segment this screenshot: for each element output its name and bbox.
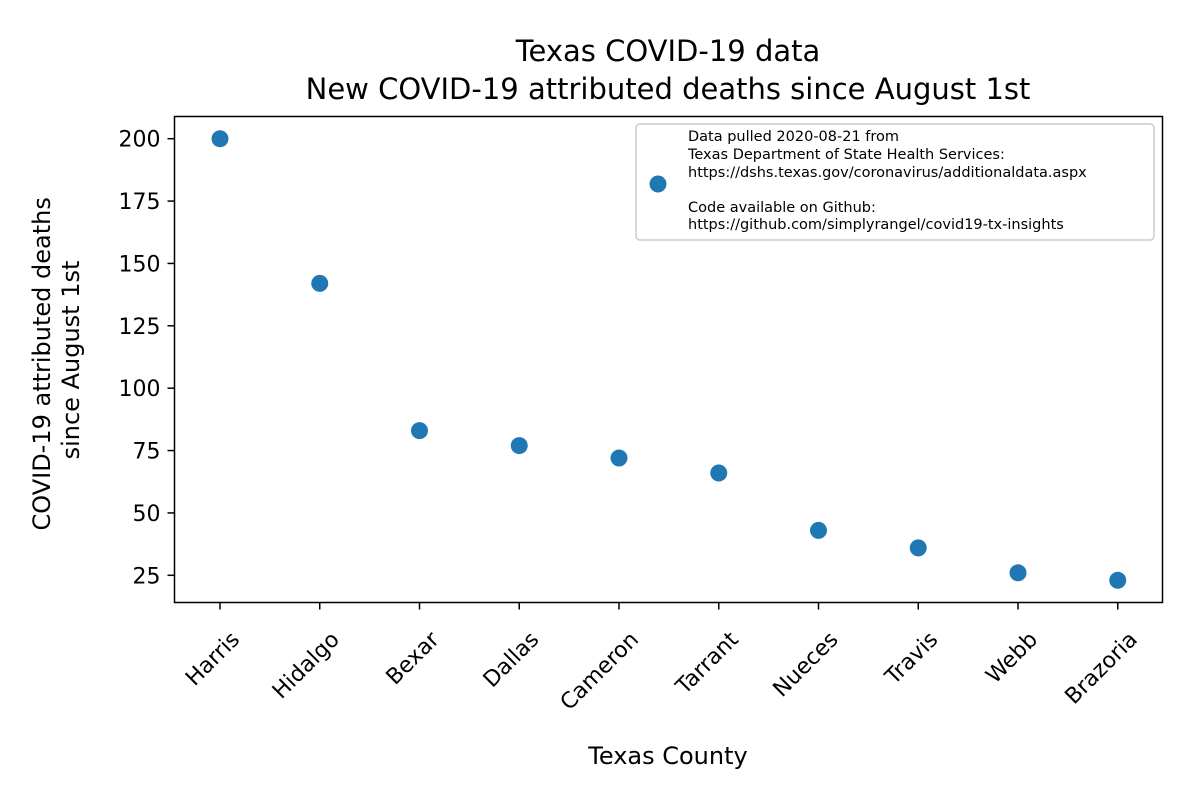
data-point-travis bbox=[909, 539, 927, 557]
x-tick-label: Nueces bbox=[769, 627, 844, 702]
data-points bbox=[211, 130, 1127, 589]
data-point-cameron bbox=[610, 449, 628, 467]
legend-line-5: Code available on Github: bbox=[688, 200, 876, 216]
data-point-bexar bbox=[411, 422, 428, 440]
x-tick-label: Travis bbox=[880, 627, 943, 690]
legend-line-2: Texas Department of State Health Service… bbox=[687, 147, 1005, 163]
x-tick-label: Harris bbox=[181, 627, 245, 691]
legend: Data pulled 2020-08-21 from Texas Depart… bbox=[635, 123, 1155, 241]
y-axis-label: COVID-19 attributed deaths since August … bbox=[28, 189, 85, 530]
plot-frame bbox=[173, 115, 1164, 604]
x-tick-label: Bexar bbox=[382, 627, 445, 690]
x-tick-label: Hidalgo bbox=[268, 627, 345, 704]
data-point-hidalgo bbox=[311, 274, 329, 292]
chart-subtitle: New COVID-19 attributed deaths since Aug… bbox=[306, 72, 1031, 106]
data-point-tarrant bbox=[710, 464, 728, 482]
y-tick-label: 175 bbox=[119, 190, 161, 215]
y-tick-label: 200 bbox=[119, 128, 161, 153]
y-tick-label: 50 bbox=[133, 502, 161, 527]
y-axis: 25 50 75 100 125 150 175 200 bbox=[119, 128, 175, 589]
x-axis-label: Texas County bbox=[587, 742, 747, 770]
x-tick-label: Dallas bbox=[479, 627, 544, 692]
data-point-brazoria bbox=[1109, 571, 1127, 589]
y-axis-label-line-2: since August 1st bbox=[57, 261, 85, 460]
x-tick-label: Cameron bbox=[556, 627, 644, 715]
data-point-harris bbox=[211, 130, 229, 148]
x-tick-label: Brazoria bbox=[1061, 627, 1143, 709]
data-point-nueces bbox=[810, 521, 827, 539]
x-tick-label: Webb bbox=[982, 627, 1043, 688]
y-tick-label: 150 bbox=[119, 252, 161, 277]
legend-marker bbox=[649, 175, 667, 193]
y-tick-label: 75 bbox=[133, 440, 161, 465]
x-axis: Harris Hidalgo Bexar Dallas Cameron Tarrant Nu… bbox=[181, 602, 1143, 716]
x-tick-label: Tarrant bbox=[671, 627, 744, 700]
y-tick-label: 125 bbox=[119, 315, 161, 340]
data-point-dallas bbox=[510, 437, 528, 455]
chart-title: Texas COVID-19 data bbox=[515, 34, 821, 68]
legend-line-1: Data pulled 2020-08-21 from bbox=[688, 129, 899, 145]
y-axis-label-line-1: COVID-19 attributed deaths bbox=[28, 197, 56, 530]
legend-line-3: https://dshs.texas.gov/coronavirus/addit… bbox=[688, 165, 1087, 181]
y-tick-label: 100 bbox=[119, 377, 161, 402]
legend-line-6: https://github.com/simplyrangel/covid19-… bbox=[688, 217, 1064, 233]
y-tick-label: 25 bbox=[133, 564, 161, 589]
legend-box bbox=[635, 123, 1155, 241]
data-point-webb bbox=[1009, 564, 1027, 582]
